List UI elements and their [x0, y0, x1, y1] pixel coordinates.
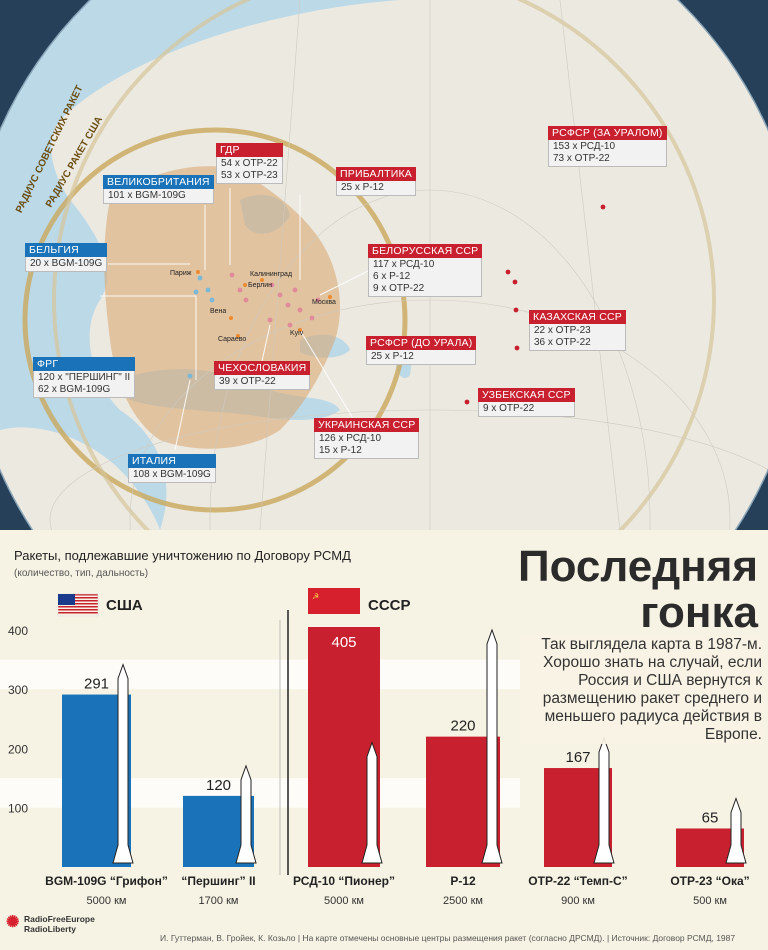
us-flag-canton	[58, 594, 75, 605]
city-kyiv: Kyiv	[290, 330, 304, 337]
range-label-5: 500 км	[693, 895, 727, 907]
label-rsfsr-east: РСФСР (ЗА УРАЛОМ) 153 x РСД-10 73 x ОТР-2…	[548, 126, 667, 167]
data-label-1: 120	[206, 777, 231, 794]
chart-panel: 100 200 300 400 291 120 405 220 167 65 BGM-109G …	[0, 530, 768, 950]
chart-title: Ракеты, подлежавшие уничтожению по Догов…	[14, 548, 351, 563]
us-flag-stripe	[58, 600, 98, 602]
city-vienna: Вена	[210, 308, 227, 315]
label-belarus: БЕЛОРУССКАЯ ССР 117 x РСД-10 6 x Р-12 9 x …	[368, 244, 483, 297]
rocket-icon-4	[598, 736, 610, 862]
data-label-3: 220	[450, 718, 475, 735]
category-label-4: ОТР-22 “Темп-С”	[528, 874, 627, 888]
rocket-fin-5	[725, 844, 747, 864]
credits: И. Гуттерман, В. Гройек, К. Козьло | На …	[160, 933, 736, 943]
y-tick-label: 300	[8, 683, 28, 697]
range-label-2: 5000 км	[324, 895, 364, 907]
label-frg: ФРГ 120 x "ПЕРШИНГ" II 62 x BGM-109G	[33, 357, 136, 398]
logo-star-icon: ✺	[6, 914, 20, 931]
headline-line-2: гонка	[640, 588, 758, 637]
rocket-icon-2	[366, 741, 378, 862]
us-flag-stripe	[58, 594, 98, 596]
data-label-0: 291	[84, 676, 109, 693]
city-moscow: Москва	[312, 299, 336, 306]
us-range-circle	[22, 127, 408, 513]
y-tick-label: 400	[8, 624, 28, 638]
city-paris: Париж	[170, 270, 192, 277]
blurb-text: Так выглядела карта в 1987-м. Хорошо зна…	[520, 636, 762, 744]
range-label-4: 900 км	[561, 895, 595, 907]
label-czechoslovakia: ЧЕХОСЛОВАКИЯ 39 x ОТР-22	[214, 361, 311, 390]
bar-chart: 100 200 300 400 291 120 405 220 167 65 BGM-109G …	[0, 588, 750, 907]
hammer-sickle-icon: ☭	[312, 592, 319, 601]
label-belgium: БЕЛЬГИЯ 20 x BGM-109G	[25, 243, 108, 272]
ussr-flag-icon	[308, 588, 360, 614]
rocket-fin-0	[112, 844, 134, 864]
africa-land	[0, 427, 160, 530]
range-label-0: 5000 км	[87, 895, 127, 907]
site-dots	[187, 204, 606, 405]
category-label-0: BGM-109G “Грифон”	[45, 874, 168, 888]
map-area: Париж Калининград Берлин Вена Москва Сар…	[0, 0, 768, 530]
label-uzbekistan: УЗБЕКСКАЯ ССР 9 x ОТР-22	[478, 388, 575, 417]
city-kaliningrad: Калининград	[250, 271, 293, 278]
rocket-fin-3	[481, 844, 503, 864]
label-italy: ИТАЛИЯ 108 x BGM-109G	[128, 454, 216, 483]
label-kazakhstan: КАЗАХСКАЯ ССР 22 x ОТР-23 36 x ОТР-22	[529, 310, 626, 351]
rocket-icon-3	[486, 628, 498, 862]
city-berlin: Берлин	[248, 282, 273, 289]
us-flag-stripe	[58, 609, 98, 611]
group-label-ussr: СССР	[368, 597, 411, 614]
us-flag-stripe	[58, 612, 98, 614]
headline: Последняя гонка	[518, 544, 758, 636]
label-uk: ВЕЛИКОБРИТАНИЯ 101 x BGM-109G	[103, 175, 214, 204]
y-tick-label: 200	[8, 742, 28, 756]
us-flag-stripe	[58, 606, 98, 608]
headline-line-1: Последняя	[518, 542, 759, 591]
range-label-1: 1700 км	[199, 895, 239, 907]
category-label-5: ОТР-23 “Ока”	[670, 874, 749, 888]
rocket-fin-2	[361, 844, 383, 864]
label-rsfsr-west: РСФСР (ДО УРАЛА) 25 x Р-12	[366, 336, 477, 365]
label-baltics: ПРИБАЛТИКА 25 x Р-12	[336, 167, 416, 196]
rferl-logo: ✺ RadioFreeEurope RadioLiberty	[6, 914, 95, 934]
y-tick-label: 100	[8, 802, 28, 816]
rocket-icon-0	[117, 663, 129, 862]
group-label-us: США	[106, 597, 143, 614]
data-label-5: 65	[702, 809, 719, 826]
us-flag-stripe	[58, 597, 98, 599]
data-label-2: 405	[331, 634, 356, 651]
grid-band	[0, 659, 520, 690]
category-label-2: РСД-10 “Пионер”	[293, 874, 395, 888]
range-label-3: 2500 км	[443, 895, 483, 907]
chart-subtitle: (количество, тип, дальность)	[14, 568, 149, 579]
rocket-fin-4	[593, 844, 615, 864]
city-sarajevo: Сараево	[218, 336, 247, 343]
rocket-fin-1	[235, 844, 257, 864]
label-gdr: ГДР 54 x ОТР-22 53 x ОТР-23	[216, 143, 283, 184]
data-label-4: 167	[565, 749, 590, 766]
us-flag-stripe	[58, 603, 98, 605]
label-ukraine: УКРАИНСКАЯ ССР 126 x РСД-10 15 x Р-12	[314, 418, 420, 459]
soviet-range-circle	[52, 0, 716, 530]
category-label-3: Р-12	[450, 874, 476, 888]
category-label-1: “Першинг” II	[181, 874, 255, 888]
